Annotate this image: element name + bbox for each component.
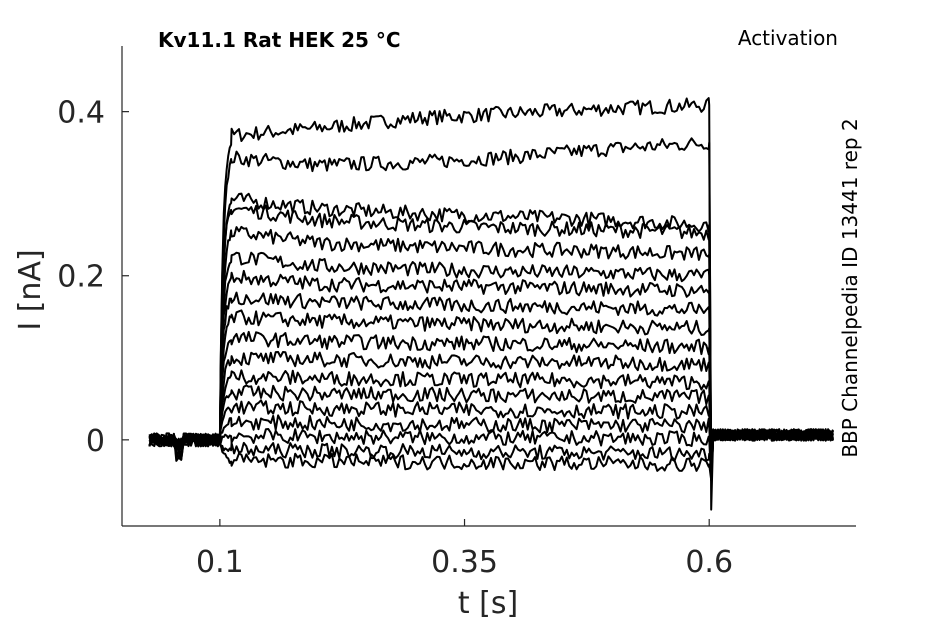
y-ticks-group: 0 0.2 0.4 [57,96,129,459]
x-axis-label: t [s] [458,586,518,621]
x-tick-label: 0.6 [685,545,733,580]
x-tick-label: 0.35 [431,545,498,580]
y-tick-label: 0 [86,424,105,459]
current-trace-17 [148,428,834,467]
chart-title: Kv11.1 Rat HEK 25 °C [158,28,401,52]
y-tick-label: 0.4 [57,96,105,131]
traces-group [148,97,834,511]
x-ticks-group: 0.1 0.35 0.6 [196,519,733,580]
source-label: BBP Channelpedia ID 13441 rep 2 [838,118,862,457]
y-tick-label: 0.2 [57,260,105,295]
current-trace-18 [148,428,834,482]
y-axis-label: I [nA] [13,249,48,330]
x-tick-label: 0.1 [196,545,244,580]
protocol-label: Activation [738,26,838,50]
